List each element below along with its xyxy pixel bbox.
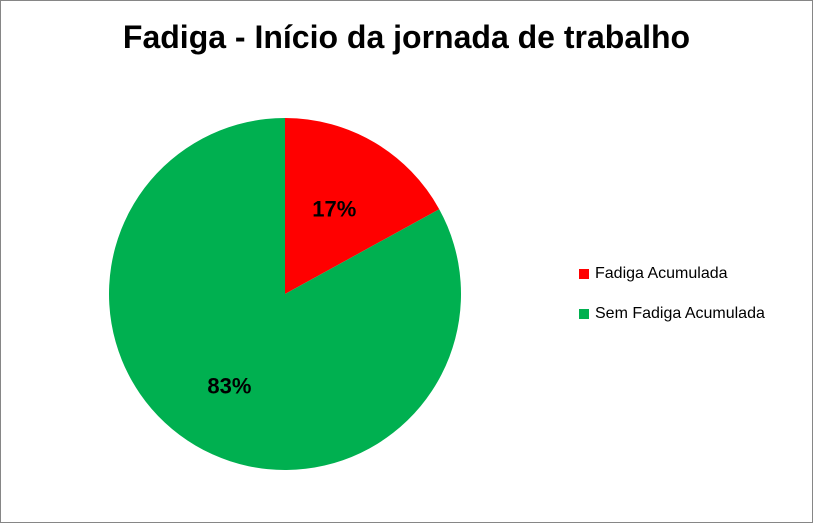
data-label-sem-fadiga-acumulada: 83% — [207, 374, 251, 399]
legend-swatch-sem-fadiga-acumulada — [579, 309, 589, 319]
legend: Fadiga Acumulada Sem Fadiga Acumulada — [579, 263, 765, 343]
data-label-fadiga-acumulada: 17% — [312, 196, 356, 221]
chart-title: Fadiga - Início da jornada de trabalho — [122, 19, 691, 55]
pie-slice-fadiga-acumulada — [285, 118, 440, 294]
legend-label-sem-fadiga-acumulada: Sem Fadiga Acumulada — [595, 305, 765, 322]
legend-swatch-fadiga-acumulada — [579, 269, 589, 279]
legend-item-fadiga-acumulada: Fadiga Acumulada — [579, 263, 765, 285]
legend-item-sem-fadiga-acumulada: Sem Fadiga Acumulada — [579, 303, 765, 325]
legend-label-fadiga-acumulada: Fadiga Acumulada — [595, 265, 728, 282]
pie-slice-sem-fadiga-acumulada — [109, 118, 462, 470]
